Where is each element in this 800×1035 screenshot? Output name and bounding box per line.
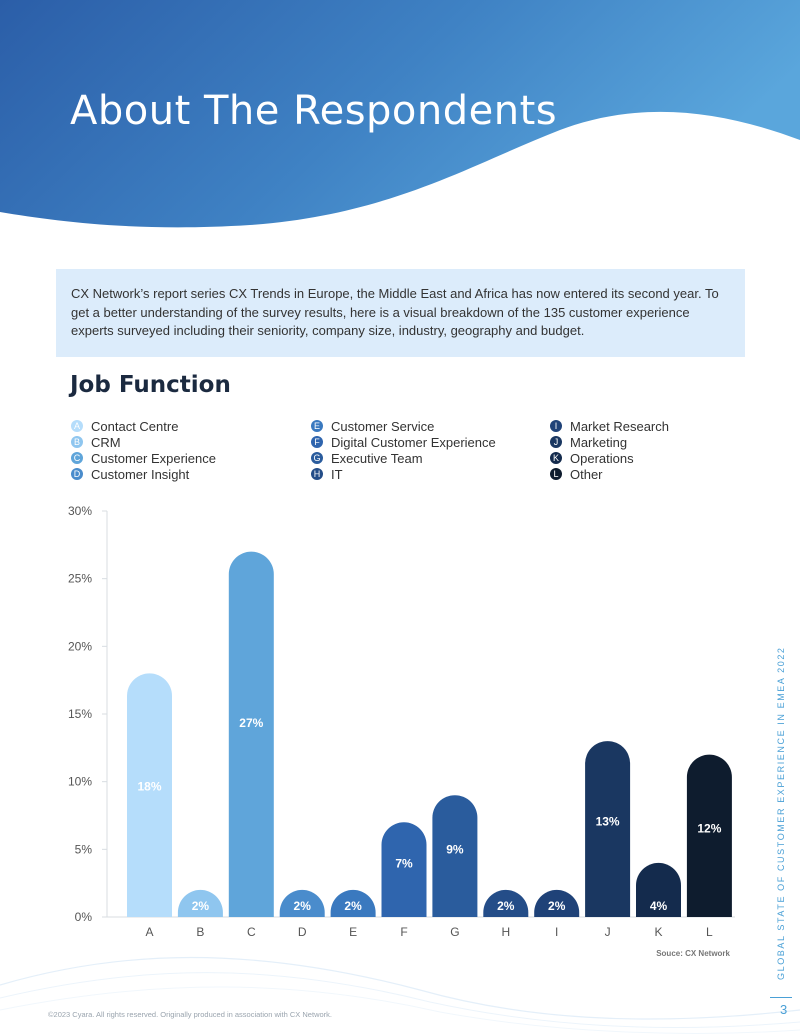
side-running-title: GLOBAL STATE OF CUSTOMER EXPERIENCE IN E… xyxy=(776,646,786,980)
y-tick-label: 0% xyxy=(75,910,93,924)
legend-item: A Contact Centre xyxy=(71,418,178,434)
bar xyxy=(432,795,478,917)
bar-value-label: 2% xyxy=(548,899,566,913)
bar-value-label: 7% xyxy=(395,857,413,871)
legend-marker: G xyxy=(311,452,323,464)
x-tick-label: I xyxy=(555,925,558,939)
header-banner: About The Respondents xyxy=(0,0,800,250)
side-divider xyxy=(770,997,792,998)
x-tick-label: G xyxy=(450,925,459,939)
legend-marker: D xyxy=(71,468,83,480)
y-tick-label: 15% xyxy=(68,707,92,721)
legend-item: G Executive Team xyxy=(311,450,423,466)
bar-value-label: 12% xyxy=(697,822,721,836)
legend-item: L Other xyxy=(550,466,603,482)
x-tick-label: C xyxy=(247,925,256,939)
bar xyxy=(585,741,631,917)
legend-label: Digital Customer Experience xyxy=(331,434,496,450)
x-tick-label: H xyxy=(501,925,510,939)
bar-value-label: 13% xyxy=(596,815,620,829)
legend-item: J Marketing xyxy=(550,434,627,450)
bar xyxy=(534,889,580,917)
legend-marker: A xyxy=(71,420,83,432)
bar-value-label: 2% xyxy=(192,899,210,913)
legend-marker: F xyxy=(311,436,323,448)
x-tick-label: L xyxy=(706,925,713,939)
x-tick-label: B xyxy=(196,925,204,939)
x-tick-label: E xyxy=(349,925,357,939)
legend-item: C Customer Experience xyxy=(71,450,216,466)
legend-marker: K xyxy=(550,452,562,464)
job-function-chart: 0% 5% 10% 15% 20% 25% 30% 18% A 2% B 27% C 2% D 2% E 7% F 9… xyxy=(68,504,735,958)
legend-label: Customer Insight xyxy=(91,466,190,482)
x-tick-label: A xyxy=(145,925,153,939)
legend-item: K Operations xyxy=(550,450,634,466)
legend-label: IT xyxy=(331,466,343,482)
legend-marker: B xyxy=(71,436,83,448)
legend-item: D Customer Insight xyxy=(71,466,189,482)
legend-label: Contact Centre xyxy=(91,418,179,434)
legend-label: Operations xyxy=(570,450,634,466)
bar-value-label: 2% xyxy=(497,899,515,913)
bar-value-label: 27% xyxy=(239,716,263,730)
legend-item: H IT xyxy=(311,466,343,482)
intro-text: CX Network’s report series CX Trends in … xyxy=(71,286,719,338)
legend-label: Customer Service xyxy=(331,418,435,434)
chart-source: Souce: CX Network xyxy=(656,949,730,958)
bar xyxy=(228,551,274,917)
bar xyxy=(279,889,325,917)
bar xyxy=(177,889,223,917)
y-tick-label: 20% xyxy=(68,639,92,653)
x-tick-label: J xyxy=(605,925,611,939)
bar xyxy=(686,754,732,917)
legend-label: Other xyxy=(570,466,603,482)
bar-value-label: 9% xyxy=(446,843,464,857)
legend-marker: E xyxy=(311,420,323,432)
intro-box: CX Network’s report series CX Trends in … xyxy=(56,269,745,357)
footer-copyright: ©2023 Cyara. All rights reserved. Origin… xyxy=(48,1010,332,1019)
legend-item: E Customer Service xyxy=(311,418,434,434)
legend-item: F Digital Customer Experience xyxy=(311,434,496,450)
section-title: Job Function xyxy=(70,372,231,398)
x-tick-label: K xyxy=(654,925,662,939)
bar xyxy=(636,862,681,917)
bar xyxy=(330,889,376,917)
y-tick-label: 30% xyxy=(68,504,92,518)
x-tick-label: F xyxy=(400,925,407,939)
legend-marker: J xyxy=(550,436,562,448)
legend-label: Executive Team xyxy=(331,450,423,466)
legend-item: B CRM xyxy=(71,434,121,450)
y-tick-label: 25% xyxy=(68,572,92,586)
bar xyxy=(127,673,172,917)
bar-value-label: 18% xyxy=(137,779,161,793)
header-wave xyxy=(0,0,800,228)
legend-label: CRM xyxy=(91,434,121,450)
y-tick-label: 5% xyxy=(75,842,93,856)
bar xyxy=(483,889,529,917)
page-title: About The Respondents xyxy=(70,88,558,134)
bar-value-label: 4% xyxy=(650,899,668,913)
y-tick-label: 10% xyxy=(68,775,92,789)
legend-item: I Market Research xyxy=(550,418,669,434)
page-number: 3 xyxy=(780,1002,788,1017)
legend-label: Market Research xyxy=(570,418,669,434)
bar xyxy=(381,822,427,917)
bar-value-label: 2% xyxy=(344,899,362,913)
legend-label: Marketing xyxy=(570,434,628,450)
legend-marker: C xyxy=(71,452,83,464)
legend-label: Customer Experience xyxy=(91,450,216,466)
x-tick-label: D xyxy=(298,925,307,939)
legend-marker: H xyxy=(311,468,323,480)
legend-marker: I xyxy=(550,420,562,432)
footer-wave xyxy=(0,956,800,1034)
bar-value-label: 2% xyxy=(294,899,312,913)
legend-marker: L xyxy=(550,468,562,480)
